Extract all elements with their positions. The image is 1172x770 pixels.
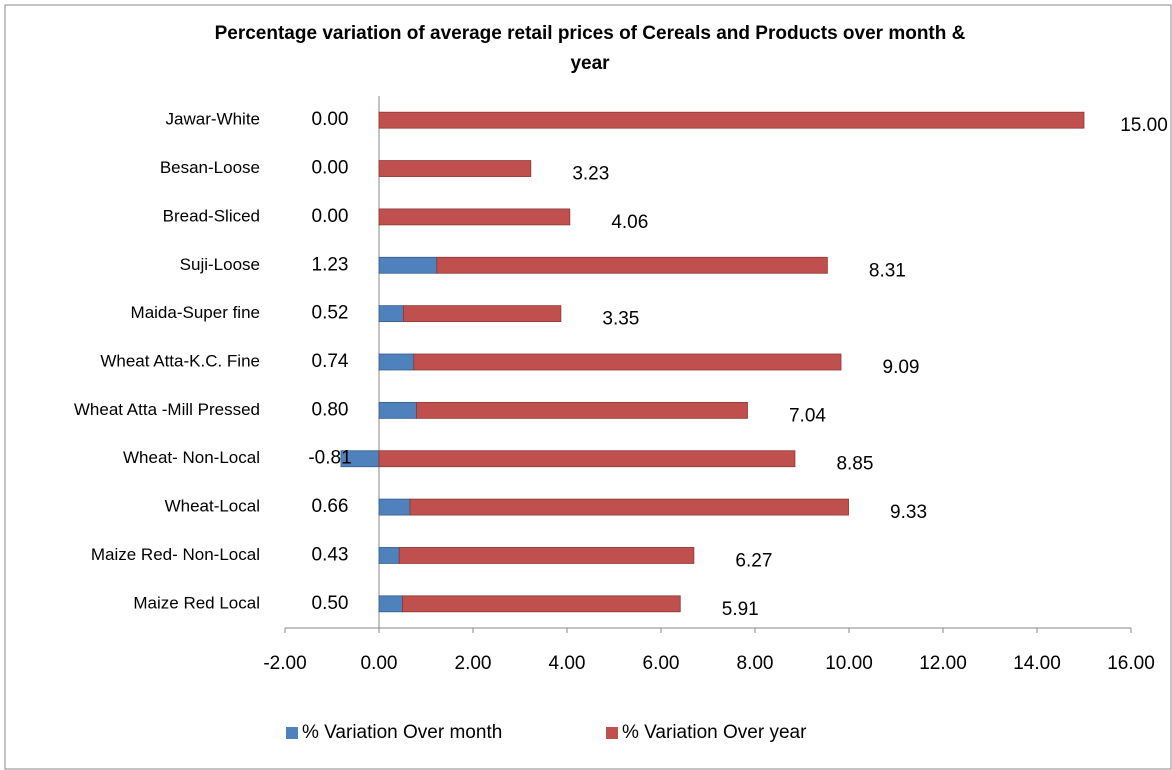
category-label: Besan-Loose [160,158,260,177]
value-label: 0.80 [312,399,349,420]
category-label: Wheat Atta-K.C. Fine [100,351,260,370]
category-label: Suji-Loose [180,255,260,274]
category-label: Jawar-White [166,110,260,129]
bar [398,547,695,564]
value-label: 3.23 [572,164,609,185]
bar [403,305,562,323]
category-label: Wheat-Local [165,497,260,516]
bar [402,595,681,613]
value-label: 5.91 [722,599,759,620]
value-label: 7.04 [789,405,826,426]
x-tick-label: 16.00 [1107,653,1155,674]
bar [378,208,571,226]
chart-border [4,4,1172,770]
value-label: 9.09 [883,357,920,378]
value-label: 4.06 [611,212,648,233]
x-tick-label: 12.00 [919,653,967,674]
value-label: 8.85 [836,454,873,475]
x-tick-label: 4.00 [549,653,586,674]
value-label: 3.35 [602,309,639,330]
bar [416,401,748,419]
bar [378,160,532,177]
bar [378,595,403,613]
bar [378,256,438,274]
category-label: Maida-Super fine [131,303,260,322]
legend-label: % Variation Over month [302,722,502,743]
legend-swatch [286,727,298,739]
x-tick-label: -2.00 [263,653,306,674]
value-label: 0.74 [312,351,349,372]
x-tick-label: 2.00 [455,653,492,674]
category-label: Wheat- Non-Local [123,448,260,467]
value-label: 0.00 [312,158,349,179]
category-label: Maize Red Local [133,593,260,612]
bar [378,450,796,468]
category-label: Bread-Sliced [163,206,260,225]
bar [378,547,400,564]
legend-swatch [606,727,618,739]
value-label: 0.52 [312,303,349,324]
category-label: Wheat Atta -Mill Pressed [74,400,260,419]
bar [436,256,828,274]
bar [378,353,415,371]
bar [378,498,411,516]
value-label: 9.33 [890,502,927,523]
value-label: 1.23 [312,254,349,275]
value-label: 0.66 [312,496,349,517]
value-label: 0.00 [312,109,349,130]
value-label: 15.00 [1120,115,1168,136]
value-label: 6.27 [735,550,772,571]
bar [378,111,1085,129]
x-tick-label: 0.00 [361,653,398,674]
value-label: 0.43 [312,544,349,565]
value-label: 8.31 [869,260,906,281]
bar [409,498,849,516]
value-label: -0.81 [308,448,351,469]
x-tick-label: 6.00 [643,653,680,674]
bar [378,305,404,323]
value-label: 0.00 [312,206,349,227]
value-label: 0.50 [312,593,349,614]
chart-title: Percentage variation of average retail p… [215,23,966,74]
x-tick-label: 10.00 [825,653,873,674]
category-label: Maize Red- Non-Local [91,545,260,564]
x-tick-label: 14.00 [1013,653,1061,674]
legend-label: % Variation Over year [622,722,807,743]
bar [413,353,842,371]
x-tick-label: 8.00 [737,653,774,674]
bar [378,401,417,419]
